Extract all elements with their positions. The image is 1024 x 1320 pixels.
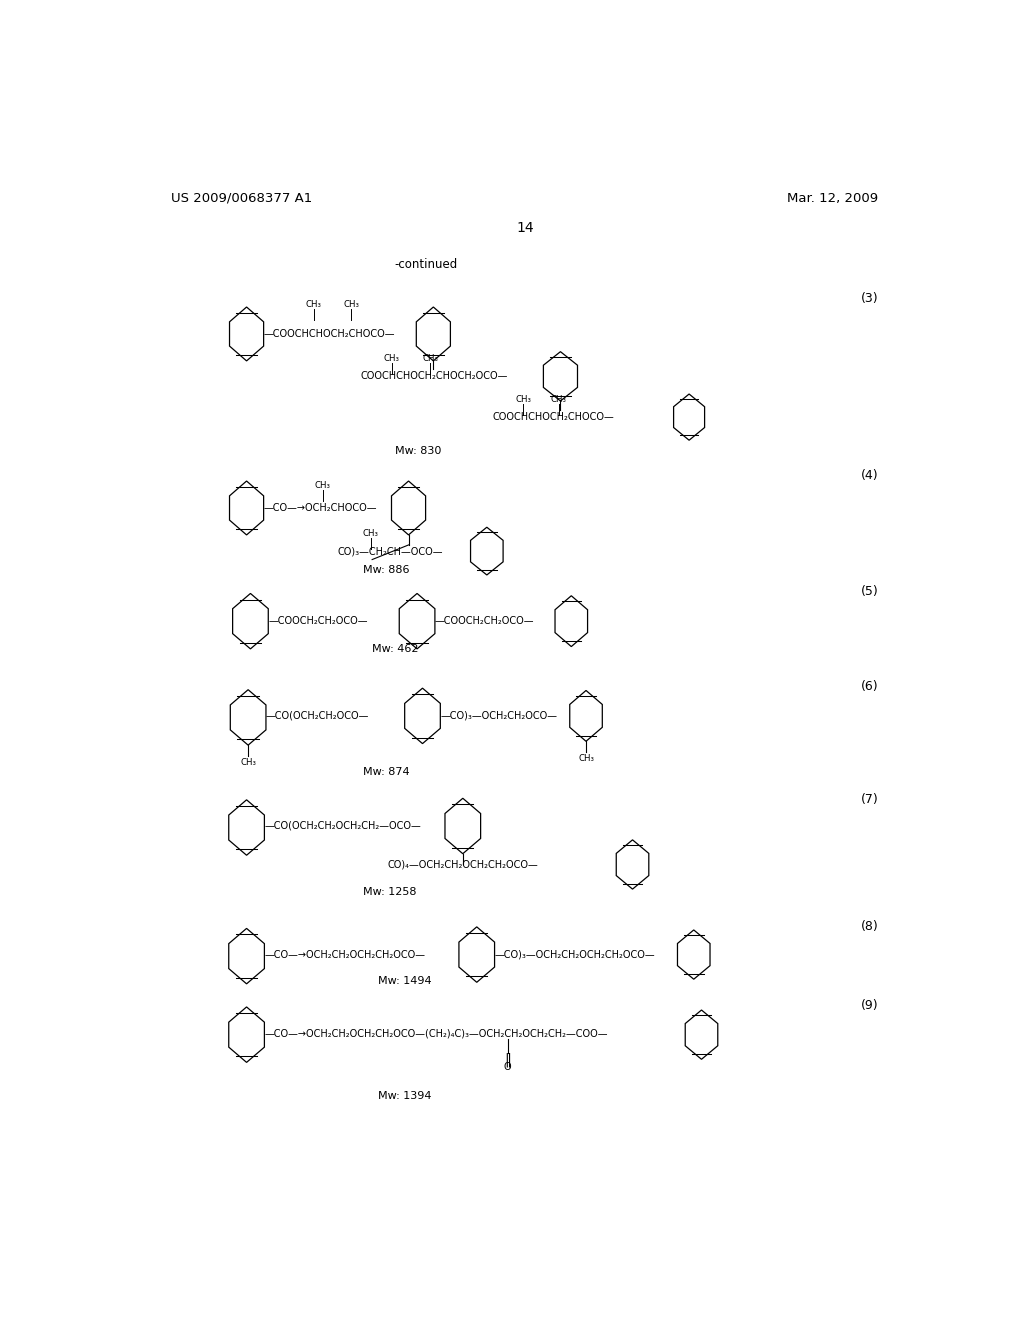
Text: CH₃: CH₃ xyxy=(384,354,399,363)
Text: Mw: 886: Mw: 886 xyxy=(362,565,410,576)
Text: CO)₄—OCH₂CH₂OCH₂CH₂OCO—: CO)₄—OCH₂CH₂OCH₂CH₂OCO— xyxy=(388,859,539,870)
Text: Mw: 462: Mw: 462 xyxy=(372,644,419,653)
Text: Mw: 874: Mw: 874 xyxy=(362,767,410,777)
Text: —COOCH₂CH₂OCO—: —COOCH₂CH₂OCO— xyxy=(435,616,535,626)
Text: CH₃: CH₃ xyxy=(343,300,359,309)
Text: —CO—→OCH₂CH₂OCH₂CH₂OCO—: —CO—→OCH₂CH₂OCH₂CH₂OCO— xyxy=(264,949,425,960)
Text: —CO(OCH₂CH₂OCO—: —CO(OCH₂CH₂OCO— xyxy=(266,711,370,721)
Text: CH₃: CH₃ xyxy=(314,482,331,490)
Text: —CO—→OCH₂CH₂OCH₂CH₂OCO—(CH₂)₄C)₃—OCH₂CH₂OCH₂CH₂—COO—: —CO—→OCH₂CH₂OCH₂CH₂OCO—(CH₂)₄C)₃—OCH₂CH₂… xyxy=(264,1028,608,1038)
Text: —CO(OCH₂CH₂OCH₂CH₂—OCO—: —CO(OCH₂CH₂OCH₂CH₂—OCO— xyxy=(264,821,421,832)
Text: CH₃: CH₃ xyxy=(422,354,438,363)
Text: —CO—→OCH₂CHOCO—: —CO—→OCH₂CHOCO— xyxy=(263,503,377,513)
Text: (7): (7) xyxy=(860,792,879,805)
Text: —COOCHCHOCH₂CHOCO—: —COOCHCHOCH₂CHOCO— xyxy=(263,329,395,339)
Text: CH₃: CH₃ xyxy=(515,395,531,404)
Text: ‖: ‖ xyxy=(504,1052,511,1067)
Text: —COOCH₂CH₂OCO—: —COOCH₂CH₂OCO— xyxy=(268,616,368,626)
Text: 14: 14 xyxy=(516,220,534,235)
Text: Mar. 12, 2009: Mar. 12, 2009 xyxy=(787,191,879,205)
Text: O: O xyxy=(504,1063,512,1072)
Text: COOCHCHOCH₂CHOCO—: COOCHCHOCH₂CHOCO— xyxy=(493,412,614,422)
Text: —CO)₃—OCH₂CH₂OCO—: —CO)₃—OCH₂CH₂OCO— xyxy=(440,711,557,721)
Text: (4): (4) xyxy=(860,469,879,482)
Text: CH₃: CH₃ xyxy=(306,300,322,309)
Text: CH₃: CH₃ xyxy=(240,758,256,767)
Text: Mw: 1394: Mw: 1394 xyxy=(378,1092,431,1101)
Text: (8): (8) xyxy=(860,920,879,933)
Text: (5): (5) xyxy=(860,585,879,598)
Text: Mw: 830: Mw: 830 xyxy=(395,446,441,455)
Text: (6): (6) xyxy=(860,680,879,693)
Text: Mw: 1494: Mw: 1494 xyxy=(378,975,431,986)
Text: —CO)₃—OCH₂CH₂OCH₂CH₂OCO—: —CO)₃—OCH₂CH₂OCH₂CH₂OCO— xyxy=(495,949,655,960)
Text: CH₃: CH₃ xyxy=(578,754,594,763)
Text: US 2009/0068377 A1: US 2009/0068377 A1 xyxy=(171,191,312,205)
Text: CO)₃—CH₂CH—OCO—: CO)₃—CH₂CH—OCO— xyxy=(337,546,442,556)
Text: -continued: -continued xyxy=(394,259,458,271)
Text: CH₃: CH₃ xyxy=(362,529,379,537)
Text: (9): (9) xyxy=(860,999,879,1012)
Text: COOCHCHOCH₂CHOCH₂OCO—: COOCHCHOCH₂CHOCH₂OCO— xyxy=(360,371,508,381)
Text: CH₃: CH₃ xyxy=(551,395,567,404)
Text: Mw: 1258: Mw: 1258 xyxy=(364,887,417,898)
Text: (3): (3) xyxy=(860,292,879,305)
